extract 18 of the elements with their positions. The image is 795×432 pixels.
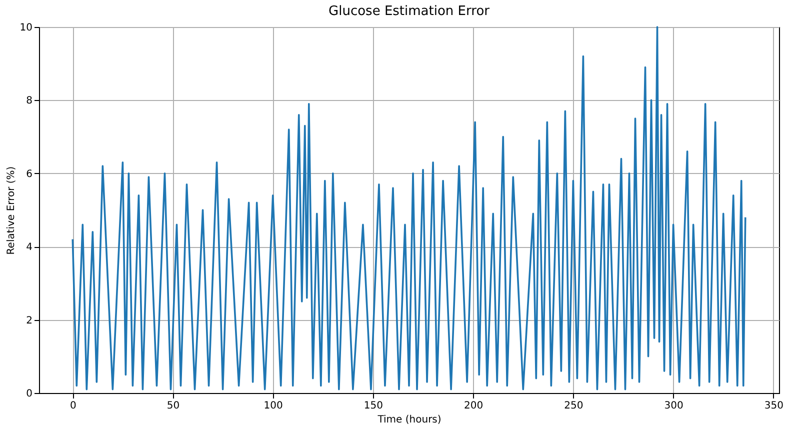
x-tick-label: 350 xyxy=(764,400,784,412)
x-tick-label: 50 xyxy=(166,400,180,412)
x-tick-label: 100 xyxy=(264,400,283,412)
y-tick-label: 8 xyxy=(26,96,32,107)
y-tick-label: 4 xyxy=(26,242,32,254)
line-series xyxy=(72,26,746,390)
x-tick-label: 200 xyxy=(464,400,484,412)
y-tick-label: 0 xyxy=(26,388,32,400)
x-tick-label: 300 xyxy=(664,400,684,412)
chart-title: Glucose Estimation Error xyxy=(328,4,490,19)
x-tick-label: 0 xyxy=(70,400,76,412)
x-axis-title: Time (hours) xyxy=(376,414,442,426)
y-axis-title: Relative Error (%) xyxy=(6,166,17,255)
x-tick-label: 250 xyxy=(564,400,584,412)
y-tick-label: 2 xyxy=(26,315,32,326)
y-tick-label: 6 xyxy=(26,168,32,180)
y-tick-label: 10 xyxy=(20,22,32,34)
x-tick-label: 150 xyxy=(364,400,384,412)
